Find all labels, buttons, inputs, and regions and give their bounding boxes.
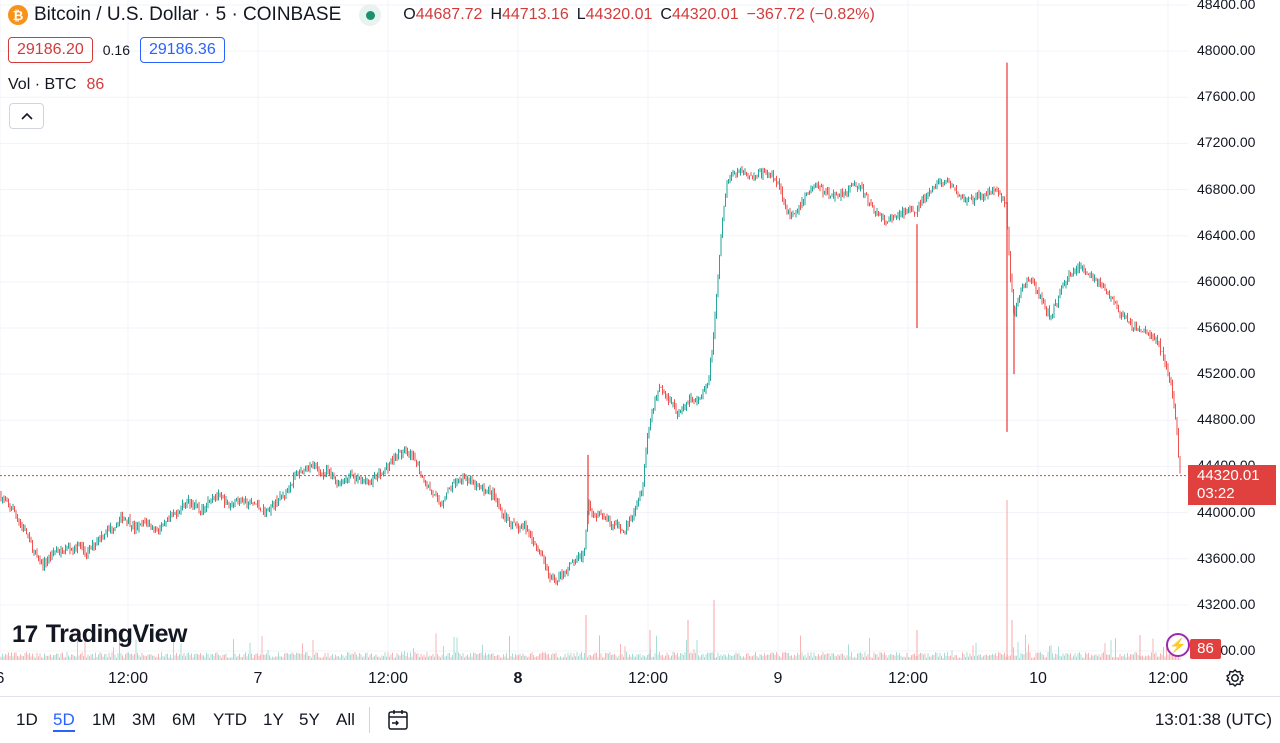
current-price-label: 44320.01 03:22 <box>1188 465 1276 505</box>
bottom-toolbar <box>0 696 1280 743</box>
price-axis-label: 47200.00 <box>1197 134 1256 151</box>
price-axis-label: 48400.00 <box>1197 0 1256 12</box>
range-button-6m[interactable]: 6M <box>172 710 196 729</box>
range-button-1y[interactable]: 1Y <box>263 710 284 729</box>
price-axis-label: 45200.00 <box>1197 365 1256 382</box>
price-axis-label: 44000.00 <box>1197 503 1256 520</box>
volume-label[interactable]: Vol · BTC <box>8 76 77 93</box>
price-axis-label: 47600.00 <box>1197 88 1256 105</box>
buy-button[interactable]: 29186.36 <box>139 37 225 63</box>
range-button-3m[interactable]: 3M <box>132 710 156 729</box>
volume-value: 86 <box>86 76 105 93</box>
range-button-5y[interactable]: 5Y <box>299 710 320 729</box>
symbol-legend: ₿ Bitcoin / U.S. Dollar · 5 · COINBASE O… <box>8 4 875 26</box>
market-status-icon[interactable] <box>359 4 382 26</box>
low-value: L44320.01 <box>576 6 653 23</box>
time-axis-label: 8 <box>513 670 523 687</box>
price-axis-label: 43200.00 <box>1197 595 1256 612</box>
bar-countdown: 03:22 <box>1197 485 1235 502</box>
price-axis-label: 46400.00 <box>1197 226 1256 243</box>
time-axis-label: 12:00 <box>367 670 409 687</box>
time-axis-label: 12:00 <box>887 670 929 687</box>
high-value: H44713.16 <box>490 6 569 23</box>
price-axis-label: 43600.00 <box>1197 549 1256 566</box>
close-value: C44320.01 <box>660 6 739 23</box>
lightning-icon[interactable]: ⚡ <box>1166 633 1190 657</box>
quote-row: 29186.20 0.16 29186.36 <box>8 37 225 63</box>
chart-canvas[interactable] <box>0 0 1280 696</box>
go-to-date-icon[interactable] <box>386 708 410 732</box>
volume-tag: 86 <box>1190 639 1221 659</box>
time-axis-label: 12:00 <box>627 670 669 687</box>
time-axis-label: 10 <box>1029 670 1047 687</box>
range-button-all[interactable]: All <box>336 710 355 729</box>
collapse-legend-button[interactable] <box>9 103 44 129</box>
open-value: O44687.72 <box>403 6 483 23</box>
time-axis-label: 7 <box>253 670 263 687</box>
range-button-ytd[interactable]: YTD <box>213 710 247 729</box>
tradingview-logo[interactable]: 17 TradingView <box>12 620 188 649</box>
sell-button[interactable]: 29186.20 <box>8 37 93 63</box>
time-axis-label: 12:00 <box>1147 670 1189 687</box>
volume-legend: Vol · BTC 86 <box>8 76 104 94</box>
price-axis-label: 46000.00 <box>1197 272 1256 289</box>
time-axis-label: 9 <box>773 670 783 687</box>
change-value: −367.72 (−0.82%) <box>746 6 875 23</box>
time-axis-label: 6 <box>0 670 4 688</box>
chevron-up-icon <box>20 112 33 120</box>
candles <box>0 62 1181 586</box>
spread-value: 0.16 <box>102 42 130 58</box>
current-price-value: 44320.01 <box>1197 467 1260 484</box>
symbol-title[interactable]: Bitcoin / U.S. Dollar · 5 · COINBASE <box>34 4 342 25</box>
range-button-1m[interactable]: 1M <box>92 710 116 729</box>
toolbar-divider <box>369 707 370 733</box>
bitcoin-icon: ₿ <box>8 5 28 25</box>
price-axis-label: 46800.00 <box>1197 180 1256 197</box>
logo-text: TradingView <box>45 620 188 648</box>
price-axis-label: 48000.00 <box>1197 42 1256 59</box>
time-axis-label: 12:00 <box>107 670 149 687</box>
volume-bars <box>0 500 1181 660</box>
range-button-1d[interactable]: 1D <box>16 710 38 729</box>
clock-timezone[interactable]: 13:01:38 (UTC) <box>1154 710 1272 729</box>
price-axis-label: 45600.00 <box>1197 319 1256 335</box>
settings-icon[interactable] <box>1224 668 1246 690</box>
range-button-5d[interactable]: 5D <box>53 710 75 732</box>
tradingview-mark-icon: 17 <box>12 620 38 648</box>
price-axis-label: 44800.00 <box>1197 411 1256 428</box>
